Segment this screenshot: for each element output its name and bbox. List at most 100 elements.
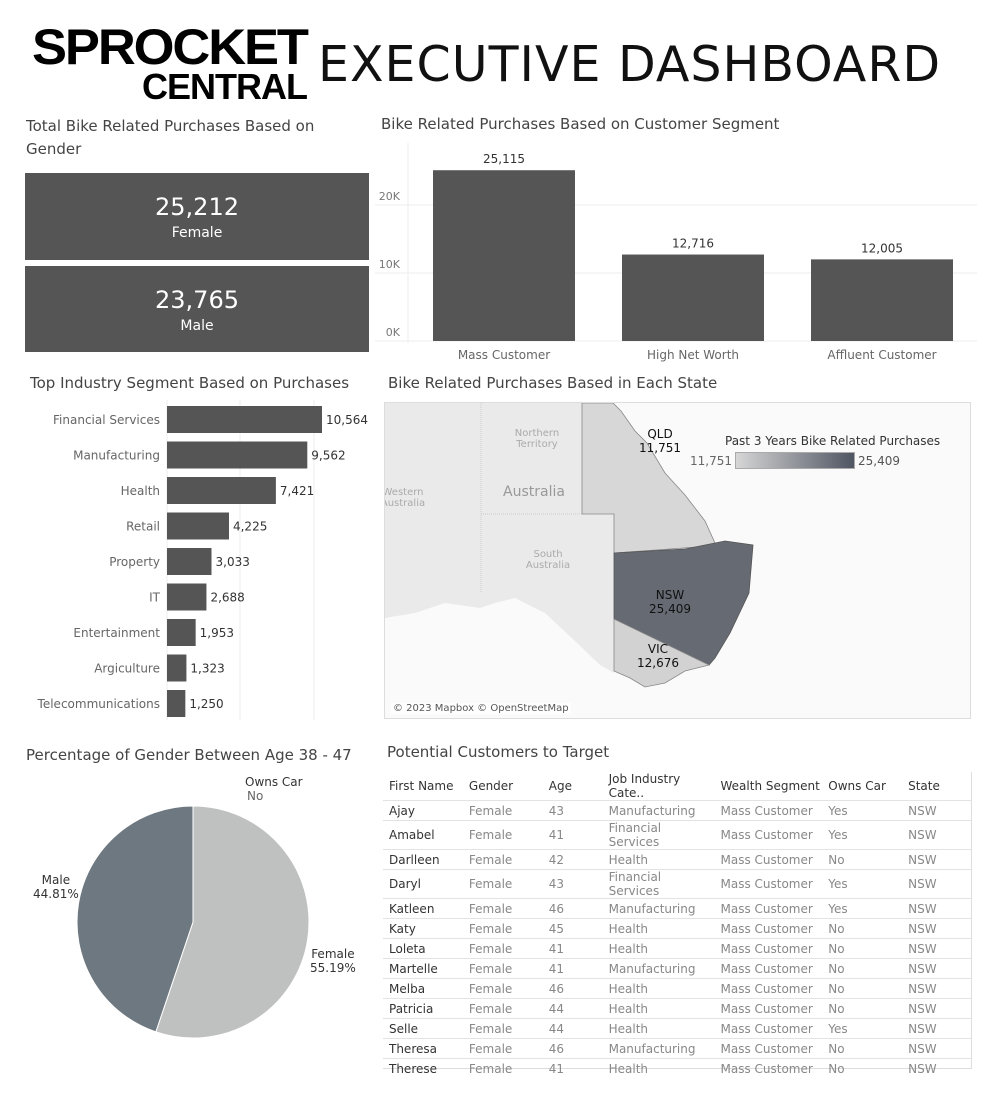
table-cell: Yes — [822, 869, 903, 899]
table-cell: No — [822, 938, 903, 959]
table-row[interactable]: Selle Female 44 Health Mass Customer Yes NSW — [383, 1018, 971, 1039]
table-cell: Female — [462, 1038, 543, 1059]
table-cell: Mass Customer — [714, 938, 823, 959]
bar — [167, 619, 196, 646]
industry-chart-title: Top Industry Segment Based on Purchases — [30, 374, 350, 392]
table-row[interactable]: Daryl Female 43 Financial Services Mass Cust… — [383, 869, 971, 899]
logo-line2: CENTRAL — [142, 66, 308, 107]
category-label: Entertainment — [73, 626, 160, 640]
table-cell: Loleta — [383, 938, 463, 959]
pie-slice-female — [155, 805, 310, 1039]
table-row[interactable]: Therese Female 41 Health Mass Customer No NSW — [383, 1058, 971, 1079]
table-cell: 41 — [542, 820, 603, 850]
bar — [167, 690, 186, 717]
table-cell: Mass Customer — [714, 820, 823, 850]
table-cell: 46 — [542, 978, 603, 999]
category-label: Financial Services — [53, 413, 160, 427]
column-header[interactable]: Owns Car — [828, 779, 886, 793]
bar — [433, 170, 575, 341]
legend-title: Owns Car — [245, 775, 303, 789]
table-cell: Health — [602, 998, 715, 1019]
table-cell: 42 — [542, 849, 603, 870]
table-cell: No — [822, 849, 903, 870]
table-row[interactable]: Patricia Female 44 Health Mass Customer No NSW — [383, 998, 971, 1019]
column-header[interactable]: Gender — [468, 779, 514, 793]
category-label: Mass Customer — [458, 348, 550, 362]
state-map[interactable]: Northern Territory Western Australia Aus… — [384, 402, 971, 719]
state-name: QLD — [647, 427, 673, 441]
pie-chart-title: Percentage of Gender Between Age 38 - 47 — [26, 746, 352, 764]
table-cell: NSW — [902, 1038, 971, 1059]
table-cell: NSW — [902, 849, 971, 870]
table-row[interactable]: Amabel Female 41 Financial Services Mass Cus… — [383, 820, 971, 850]
table-cell: Therese — [383, 1058, 463, 1079]
table-cell: Mass Customer — [714, 869, 823, 899]
bar — [167, 654, 187, 682]
segment-chart-title: Bike Related Purchases Based on Customer… — [381, 115, 780, 133]
table-cell: Yes — [822, 1018, 903, 1039]
table-cell: 45 — [542, 918, 603, 939]
table-cell: 46 — [542, 898, 603, 919]
table-row[interactable]: Darlleen Female 42 Health Mass Customer No NSW — [383, 849, 971, 870]
table-cell: No — [822, 918, 903, 939]
bar-value-label: 12,716 — [672, 237, 714, 251]
column-header[interactable]: Job Industry Cate.. — [608, 772, 681, 800]
table-cell: No — [822, 1038, 903, 1059]
table-cell: Katleen — [383, 898, 463, 919]
table-row[interactable]: Katy Female 45 Health Mass Customer No NSW — [383, 918, 971, 939]
table-row[interactable]: Loleta Female 41 Health Mass Customer No NSW — [383, 938, 971, 959]
category-label: Telecommunications — [37, 697, 160, 711]
table-cell: No — [822, 998, 903, 1019]
table-cell: Manufacturing — [602, 898, 715, 919]
table-cell: Ajay — [383, 800, 463, 821]
column-header[interactable]: Wealth Segment — [720, 779, 820, 793]
table-cell: Darlleen — [383, 849, 463, 870]
table-cell: NSW — [902, 958, 971, 979]
table-row[interactable]: Martelle Female 41 Manufacturing Mass Custom… — [383, 958, 971, 979]
kpi-value: 23,765 — [155, 286, 239, 314]
state-qld[interactable] — [581, 403, 726, 554]
kpi-label: Female — [171, 225, 223, 241]
table-cell: Manufacturing — [602, 800, 715, 821]
y-tick-label: 0K — [386, 326, 401, 339]
table-cell: Martelle — [383, 958, 463, 979]
table-cell: Financial Services — [602, 820, 715, 850]
category-label: Affluent Customer — [827, 348, 936, 362]
table-row[interactable]: Ajay Female 43 Manufacturing Mass Customer Ye… — [383, 800, 971, 821]
slice-percent: 44.81% — [33, 887, 79, 901]
table-cell: Mass Customer — [714, 1058, 823, 1079]
logo-line1: SPROCKET — [32, 19, 309, 75]
legend-value: No — [247, 789, 264, 803]
table-cell: NSW — [902, 898, 971, 919]
table-cell: Mass Customer — [714, 1018, 823, 1039]
table-row[interactable]: Katleen Female 46 Manufacturing Mass Custome… — [383, 898, 971, 919]
table-cell: Mass Customer — [714, 978, 823, 999]
kpi-value: 25,212 — [155, 193, 239, 221]
gender-kpi-title: Total Bike Related Purchases Based on Ge… — [26, 117, 315, 158]
table-row[interactable]: Theresa Female 46 Manufacturing Mass Custome… — [383, 1038, 971, 1059]
pie-legend: Owns Car No — [245, 775, 303, 803]
pie-label-male: Male 44.81% — [33, 873, 79, 901]
table-cell: Patricia — [383, 998, 463, 1019]
table-cell: Female — [462, 800, 543, 821]
table-cell: Female — [462, 849, 543, 870]
state-vic[interactable] — [613, 618, 711, 688]
table-cell: Yes — [822, 820, 903, 850]
table-cell: Mass Customer — [714, 998, 823, 1019]
table-cell: Female — [462, 898, 543, 919]
map-shapes — [385, 403, 754, 688]
column-header[interactable]: Age — [548, 779, 572, 793]
table-row[interactable]: Melba Female 46 Health Mass Customer No NSW — [383, 978, 971, 999]
column-header[interactable]: First Name — [389, 779, 454, 793]
map-title: Bike Related Purchases Based in Each Sta… — [388, 374, 718, 392]
kpi-male: 23,765 Male — [25, 266, 369, 352]
table-cell: NSW — [902, 869, 971, 899]
column-header[interactable]: State — [908, 779, 940, 793]
table-cell: Female — [462, 1018, 543, 1039]
logo: SPROCKET CENTRAL — [32, 22, 309, 107]
table-title: Potential Customers to Target — [387, 743, 610, 761]
table-cell: 46 — [542, 1038, 603, 1059]
map-attribution[interactable]: © 2023 Mapbox © OpenStreetMap — [391, 703, 571, 714]
kpi-female: 25,212 Female — [25, 173, 369, 260]
table-cell: Health — [602, 1058, 715, 1079]
